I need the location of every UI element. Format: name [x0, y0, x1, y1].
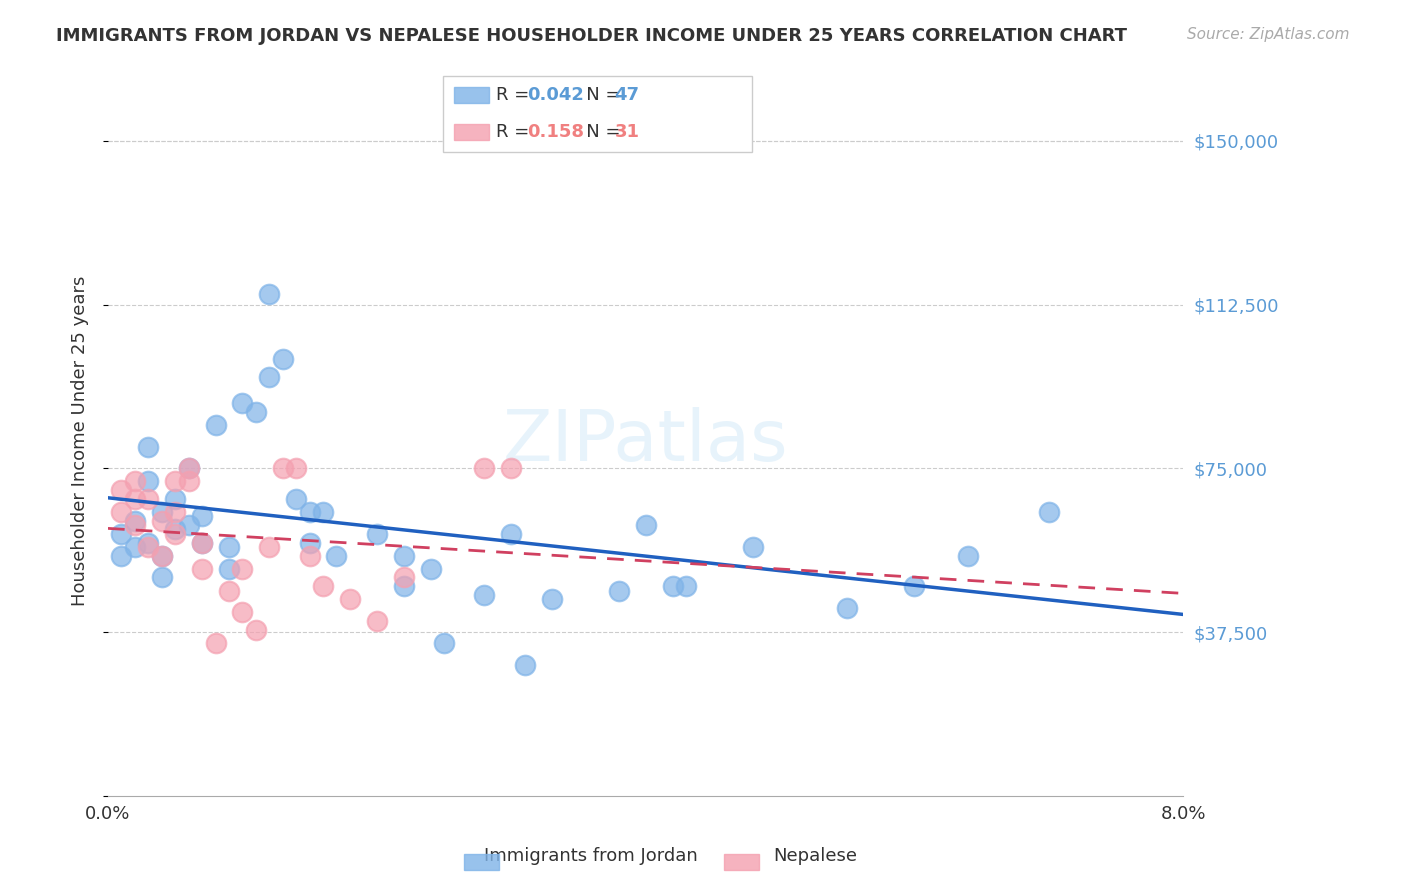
Point: [433, 636, 456, 650]
Point: [837, 601, 859, 615]
Point: [1038, 505, 1060, 519]
Point: [957, 549, 980, 563]
Point: [245, 623, 267, 637]
Text: N =: N =: [569, 123, 627, 141]
Text: N =: N =: [569, 86, 627, 103]
Point: [271, 352, 294, 367]
Point: [177, 461, 200, 475]
Point: [472, 588, 495, 602]
Point: [204, 636, 226, 650]
Y-axis label: Householder Income Under 25 years: Householder Income Under 25 years: [72, 276, 89, 607]
Point: [204, 417, 226, 432]
Point: [110, 483, 132, 498]
Point: [540, 592, 562, 607]
Point: [110, 526, 132, 541]
Point: [218, 562, 240, 576]
Point: [285, 461, 308, 475]
Point: [298, 505, 321, 519]
Point: [472, 461, 495, 475]
Point: [607, 583, 630, 598]
Point: [136, 491, 159, 506]
Point: [742, 540, 765, 554]
Point: [177, 475, 200, 489]
Point: [366, 614, 388, 628]
Point: [339, 592, 361, 607]
Point: [312, 579, 335, 593]
Point: [191, 535, 214, 549]
Point: [150, 570, 173, 584]
Point: [675, 579, 697, 593]
Point: [124, 491, 146, 506]
Point: [165, 475, 187, 489]
Point: [259, 369, 281, 384]
Point: [245, 404, 267, 418]
Point: [165, 523, 187, 537]
Text: R =: R =: [496, 86, 536, 103]
Point: [231, 562, 253, 576]
Point: [191, 562, 214, 576]
Point: [165, 526, 187, 541]
Point: [501, 526, 523, 541]
Point: [259, 540, 281, 554]
Point: [191, 509, 214, 524]
Point: [392, 579, 415, 593]
Point: [903, 579, 925, 593]
Point: [177, 518, 200, 533]
Point: [150, 549, 173, 563]
Point: [150, 549, 173, 563]
Text: ZIPatlas: ZIPatlas: [503, 407, 789, 475]
Text: 47: 47: [614, 86, 640, 103]
Point: [124, 514, 146, 528]
Point: [218, 583, 240, 598]
Point: [124, 518, 146, 533]
Point: [392, 570, 415, 584]
Point: [110, 505, 132, 519]
Point: [218, 540, 240, 554]
Point: [136, 475, 159, 489]
Point: [298, 535, 321, 549]
Point: [513, 657, 536, 672]
Point: [231, 606, 253, 620]
Point: [634, 518, 657, 533]
Point: [259, 286, 281, 301]
Text: Nepalese: Nepalese: [773, 847, 858, 865]
Text: IMMIGRANTS FROM JORDAN VS NEPALESE HOUSEHOLDER INCOME UNDER 25 YEARS CORRELATION: IMMIGRANTS FROM JORDAN VS NEPALESE HOUSE…: [56, 27, 1128, 45]
Point: [366, 526, 388, 541]
Point: [150, 505, 173, 519]
Point: [231, 396, 253, 410]
Point: [110, 549, 132, 563]
Point: [150, 514, 173, 528]
Point: [312, 505, 335, 519]
Point: [124, 540, 146, 554]
Point: [136, 540, 159, 554]
Point: [165, 491, 187, 506]
Text: R =: R =: [496, 123, 536, 141]
Point: [165, 505, 187, 519]
Point: [325, 549, 347, 563]
Text: Immigrants from Jordan: Immigrants from Jordan: [484, 847, 697, 865]
Text: 0.042: 0.042: [527, 86, 583, 103]
Point: [298, 549, 321, 563]
Text: 0.158: 0.158: [527, 123, 585, 141]
Point: [124, 475, 146, 489]
Point: [191, 535, 214, 549]
Text: Source: ZipAtlas.com: Source: ZipAtlas.com: [1187, 27, 1350, 42]
Text: 31: 31: [614, 123, 640, 141]
Point: [271, 461, 294, 475]
Point: [419, 562, 441, 576]
Point: [661, 579, 683, 593]
Point: [136, 440, 159, 454]
Point: [285, 491, 308, 506]
Point: [136, 535, 159, 549]
Point: [177, 461, 200, 475]
Point: [392, 549, 415, 563]
Point: [501, 461, 523, 475]
